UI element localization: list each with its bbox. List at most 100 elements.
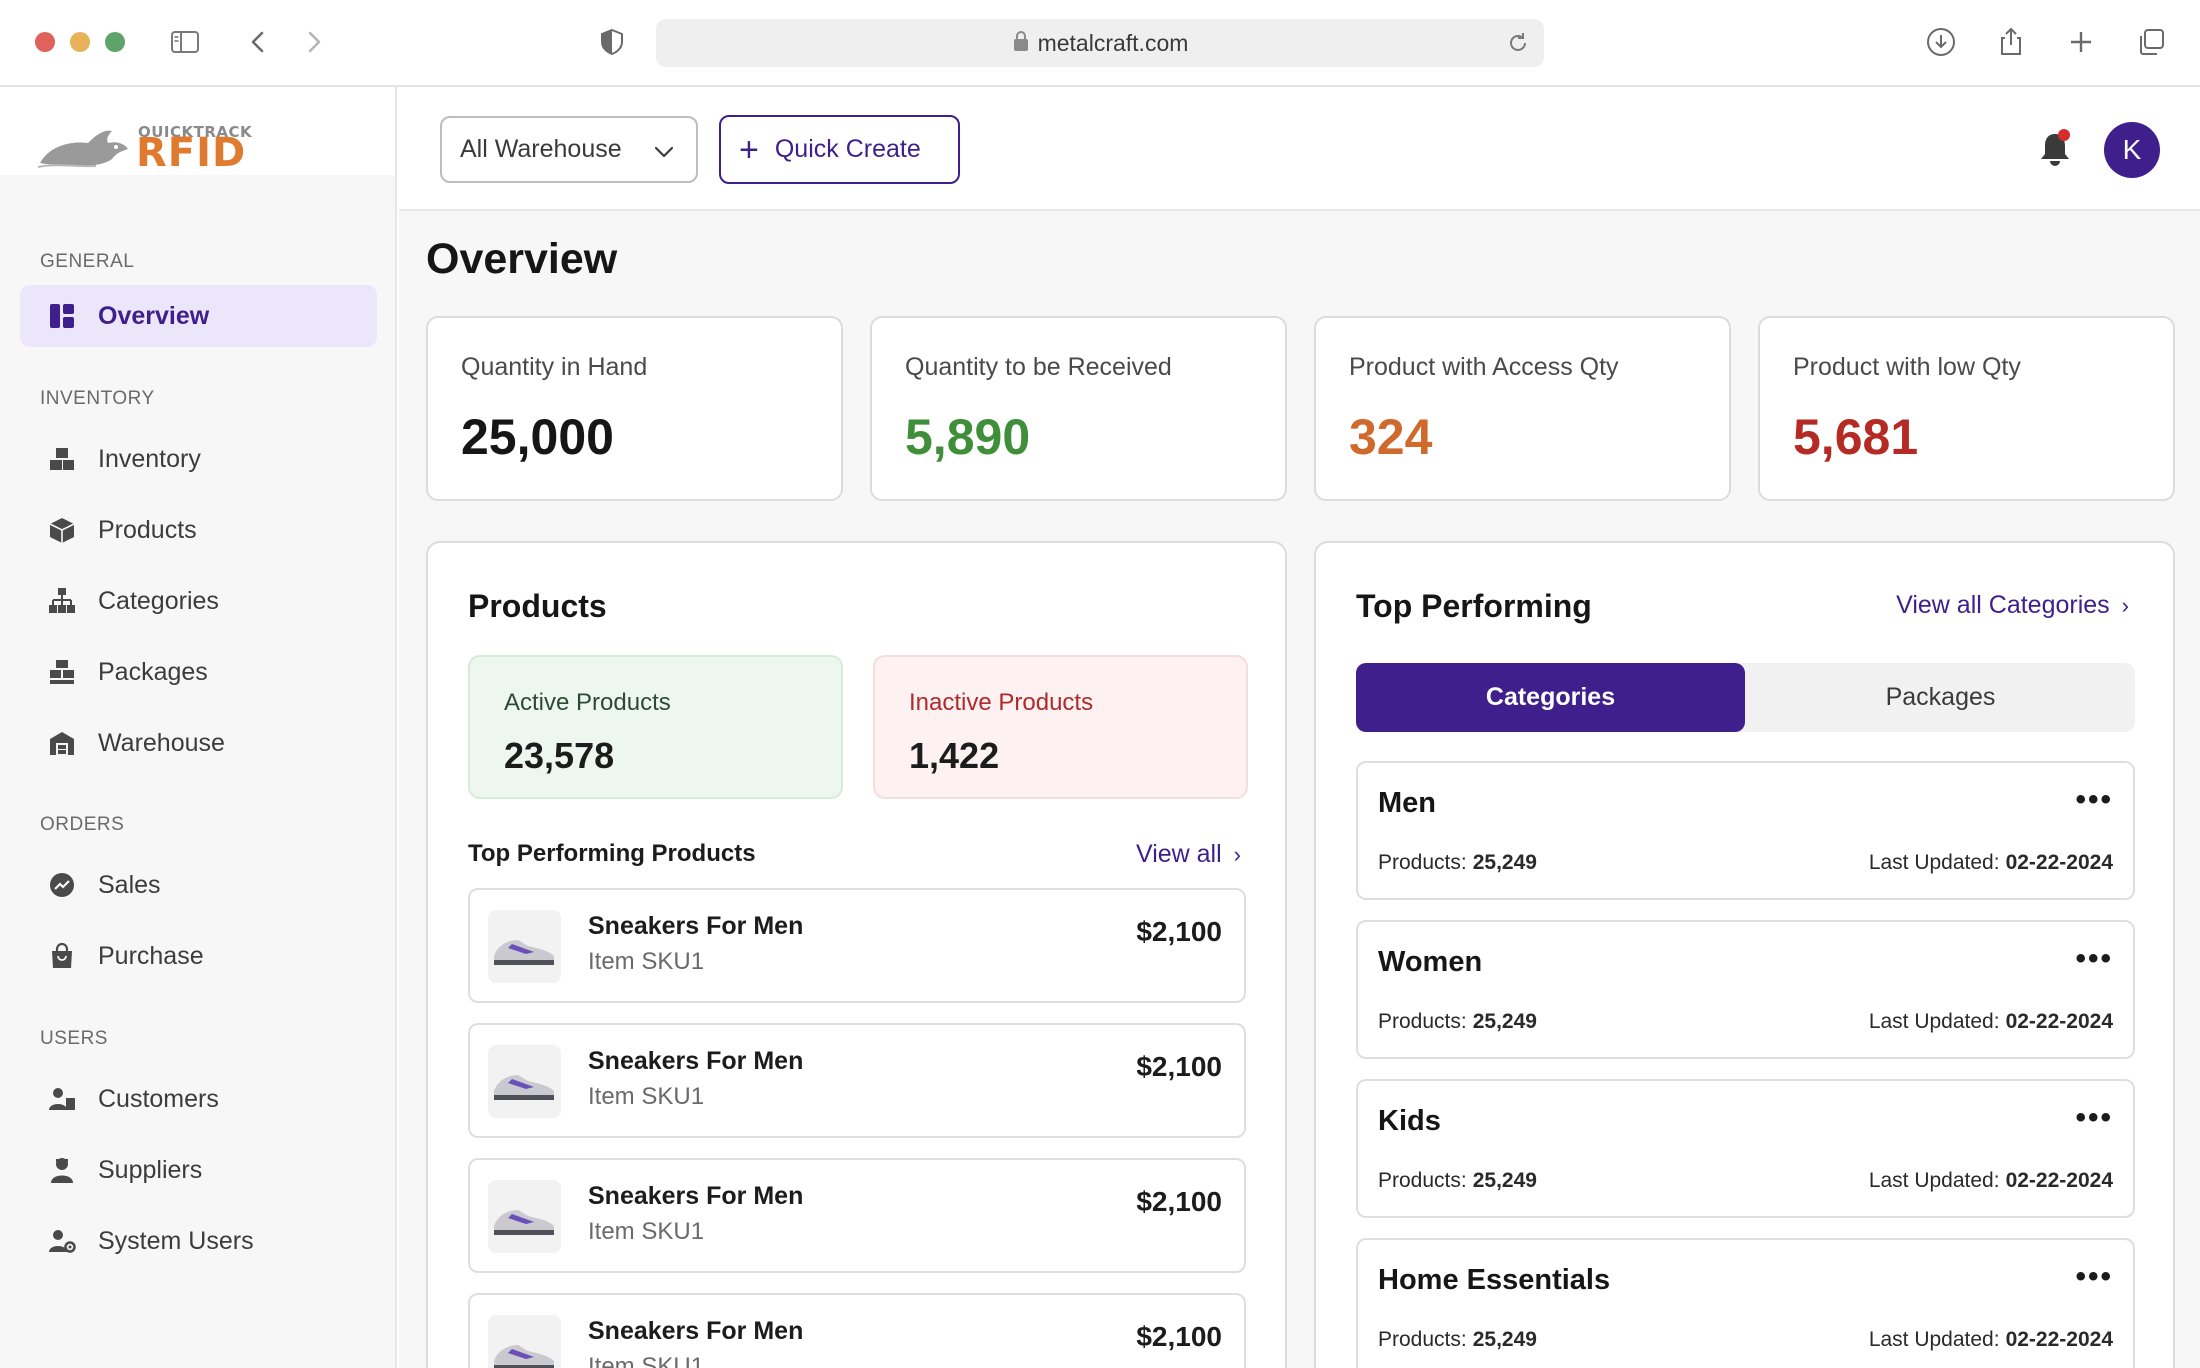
category-card[interactable]: Men ••• Products: 25,249 Last Updated: 02-… <box>1356 761 2135 900</box>
view-all-products-link[interactable]: View all › <box>1136 840 1241 869</box>
download-icon[interactable] <box>1921 22 1961 62</box>
product-sku: Item SKU1 <box>588 948 705 975</box>
active-products-value: 23,578 <box>504 735 615 776</box>
product-row[interactable]: Sneakers For Men Item SKU1 $2,100 <box>468 1158 1246 1273</box>
sidebar-item-system-users[interactable]: System Users <box>20 1210 377 1272</box>
products-count: 25,249 <box>1472 851 1537 874</box>
sidebar-item-label: Overview <box>98 301 210 330</box>
product-row[interactable]: Sneakers For Men Item SKU1 $2,100 <box>468 1293 1246 1368</box>
category-products: Products: 25,249 <box>1378 1169 1537 1193</box>
stat-card-quantity-to-be-received: Quantity to be Received 5,890 <box>870 316 1287 501</box>
supplier-icon <box>46 1154 78 1186</box>
products-label: Products: <box>1378 851 1467 874</box>
products-label: Products: <box>1378 1328 1467 1351</box>
minimize-window-button[interactable] <box>70 32 90 52</box>
products-panel: Products Active Products 23,578 Inactive… <box>426 541 1287 1368</box>
category-card[interactable]: Women ••• Products: 25,249 Last Updated: 0… <box>1356 920 2135 1059</box>
chevron-right-icon: › <box>2121 592 2129 618</box>
sidebar: QUICKTRACK RFID GENERAL Overview INVENTO… <box>0 87 397 1368</box>
tabs-overview-icon[interactable] <box>2131 22 2171 62</box>
shield-icon[interactable] <box>592 22 632 62</box>
notification-bell-icon[interactable] <box>2038 129 2072 167</box>
stacked-boxes-icon <box>46 656 78 688</box>
warehouse-icon <box>46 727 78 759</box>
more-options-icon[interactable]: ••• <box>2075 1260 2113 1293</box>
category-products: Products: 25,249 <box>1378 1328 1537 1352</box>
product-row[interactable]: Sneakers For Men Item SKU1 $2,100 <box>468 1023 1246 1138</box>
sidebar-item-purchase[interactable]: Purchase <box>20 925 377 987</box>
quick-create-label: Quick Create <box>774 135 921 163</box>
inactive-products-label: Inactive Products <box>909 689 1094 716</box>
category-name: Women <box>1378 946 1483 978</box>
package-icon <box>46 514 78 546</box>
category-card[interactable]: Home Essentials ••• Products: 25,249 Last… <box>1356 1238 2135 1368</box>
avatar[interactable]: K <box>2104 122 2160 178</box>
product-name: Sneakers For Men <box>588 1047 804 1075</box>
trend-icon <box>46 869 78 901</box>
url-text: metalcraft.com <box>1037 29 1189 56</box>
category-updated: Last Updated: 02-22-2024 <box>1869 1169 2113 1193</box>
view-all-categories-label: View all Categories <box>1896 591 2110 619</box>
product-price: $2,100 <box>1136 1051 1222 1082</box>
section-label-inventory: INVENTORY <box>40 388 155 409</box>
products-count: 25,249 <box>1472 1328 1537 1351</box>
sidebar-item-label: Purchase <box>98 941 204 970</box>
tab-packages[interactable]: Packages <box>1885 683 1996 711</box>
sidebar-item-label: System Users <box>98 1226 254 1255</box>
page-title: Overview <box>426 235 618 283</box>
product-name: Sneakers For Men <box>588 1182 804 1210</box>
stat-value: 25,000 <box>461 409 614 465</box>
sidebar-item-sales[interactable]: Sales <box>20 854 377 916</box>
inactive-products-card[interactable]: Inactive Products 1,422 <box>873 655 1248 799</box>
products-count: 25,249 <box>1472 1010 1537 1033</box>
stat-label: Product with low Qty <box>1793 353 2021 381</box>
updated-label: Last Updated: <box>1868 1169 2000 1192</box>
new-tab-icon[interactable] <box>2061 22 2101 62</box>
sidebar-item-products[interactable]: Products <box>20 499 377 561</box>
sidebar-item-overview[interactable]: Overview <box>20 285 377 347</box>
maximize-window-button[interactable] <box>105 32 125 52</box>
sneaker-thumbnail <box>488 1315 561 1368</box>
tab-categories[interactable]: Categories <box>1356 663 1745 732</box>
close-window-button[interactable] <box>35 32 55 52</box>
sidebar-item-customers[interactable]: Customers <box>20 1068 377 1130</box>
sidebar-toggle-icon[interactable] <box>165 22 205 62</box>
updated-date: 02-22-2024 <box>2005 1169 2113 1192</box>
sidebar-item-warehouse[interactable]: Warehouse <box>20 712 377 774</box>
share-icon[interactable] <box>1991 22 2031 62</box>
stat-label: Quantity in Hand <box>461 353 648 381</box>
product-row[interactable]: Sneakers For Men Item SKU1 $2,100 <box>468 888 1246 1003</box>
view-all-categories-link[interactable]: View all Categories › <box>1896 591 2129 620</box>
reload-icon[interactable] <box>1506 31 1530 60</box>
forward-icon[interactable] <box>294 22 334 62</box>
active-products-card[interactable]: Active Products 23,578 <box>468 655 843 799</box>
category-products: Products: 25,249 <box>1378 1010 1537 1034</box>
back-icon[interactable] <box>238 22 278 62</box>
more-options-icon[interactable]: ••• <box>2075 783 2113 816</box>
sidebar-item-suppliers[interactable]: Suppliers <box>20 1139 377 1201</box>
product-sku: Item SKU1 <box>588 1218 705 1245</box>
category-card[interactable]: Kids ••• Products: 25,249 Last Updated: 02… <box>1356 1079 2135 1218</box>
stat-label: Product with Access Qty <box>1349 353 1619 381</box>
sidebar-item-label: Warehouse <box>98 728 225 757</box>
updated-label: Last Updated: <box>1868 851 2000 874</box>
sidebar-item-packages[interactable]: Packages <box>20 641 377 703</box>
category-name: Kids <box>1378 1105 1441 1137</box>
product-price: $2,100 <box>1136 1321 1222 1352</box>
logo[interactable]: QUICKTRACK RFID <box>0 87 395 175</box>
stat-label: Quantity to be Received <box>905 353 1172 381</box>
sidebar-item-inventory[interactable]: Inventory <box>20 428 377 490</box>
more-options-icon[interactable]: ••• <box>2075 942 2113 975</box>
warehouse-select[interactable]: All Warehouse <box>440 116 698 183</box>
more-options-icon[interactable]: ••• <box>2075 1101 2113 1134</box>
top-performing-title: Top Performing <box>1356 588 1592 624</box>
address-bar[interactable]: metalcraft.com <box>656 19 1544 67</box>
stat-card-quantity-in-hand: Quantity in Hand 25,000 <box>426 316 843 501</box>
sidebar-item-label: Customers <box>98 1084 219 1113</box>
stat-value: 5,681 <box>1793 409 1919 465</box>
quick-create-button[interactable]: + Quick Create <box>719 115 960 184</box>
product-sku: Item SKU1 <box>588 1353 705 1368</box>
rabbit-logo-icon <box>37 130 128 168</box>
sidebar-item-categories[interactable]: Categories <box>20 570 377 632</box>
inactive-products-value: 1,422 <box>909 735 1000 776</box>
